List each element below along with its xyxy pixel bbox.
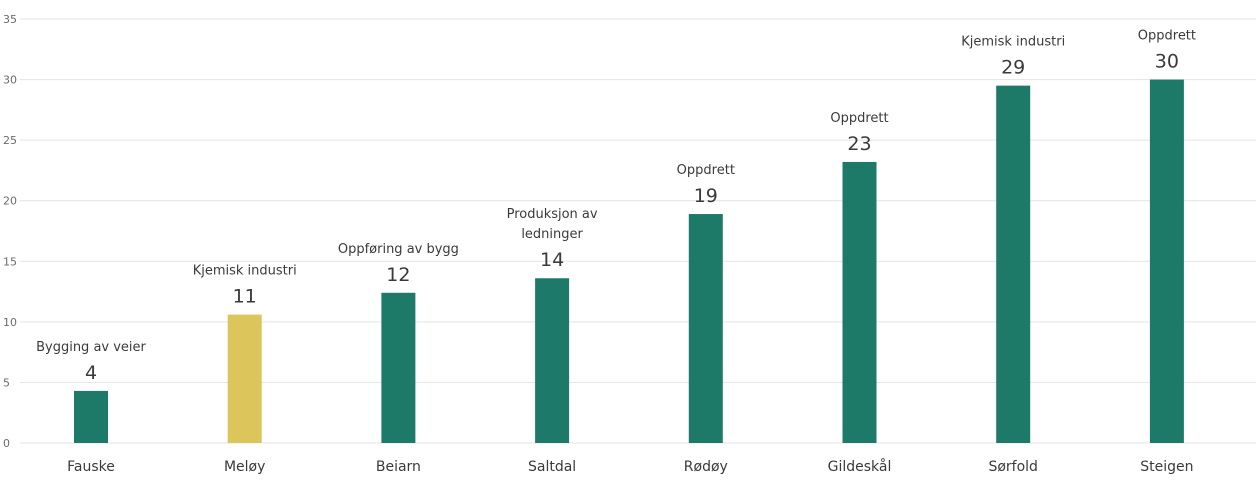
y-tick-label: 30 <box>3 74 17 87</box>
x-axis-ticks: Fauske Meløy Beiarn Saltdal Rødøy Gildeskål Sø… <box>67 458 1193 475</box>
category-label: Rødøy <box>684 459 728 475</box>
annotation-label: Kjemisk industri <box>961 35 1065 50</box>
bars <box>74 79 1184 444</box>
y-tick-label: 25 <box>3 134 17 147</box>
value-label: 14 <box>540 249 564 271</box>
value-label: 11 <box>233 286 257 308</box>
annotation-label: ledninger <box>521 227 583 242</box>
y-tick-label: 20 <box>3 195 17 208</box>
bar <box>688 214 723 443</box>
y-tick-label: 15 <box>3 255 17 268</box>
category-label: Sørfold <box>988 459 1037 475</box>
value-label: 23 <box>847 133 871 155</box>
annotation-label: Oppføring av bygg <box>338 242 459 257</box>
bar <box>227 314 262 443</box>
bar <box>535 278 570 443</box>
annotation-label: Kjemisk industri <box>193 264 297 279</box>
annotation-label: Oppdrett <box>1138 29 1196 44</box>
y-tick-label: 10 <box>3 316 17 329</box>
bar <box>381 292 416 443</box>
category-label: Meløy <box>224 459 265 475</box>
value-label: 19 <box>694 185 718 207</box>
category-label: Saltdal <box>528 459 576 475</box>
bar <box>996 85 1031 443</box>
annotation-label: Produksjon av <box>507 207 598 222</box>
value-label: 29 <box>1001 57 1025 79</box>
value-label: 4 <box>85 362 97 384</box>
bar-labels: 4 Bygging av veier 11 Kjemisk industri 12 Opp… <box>36 29 1196 384</box>
bar <box>74 390 108 443</box>
annotation-label: Oppdrett <box>830 111 888 126</box>
annotation-label: Bygging av veier <box>36 340 146 355</box>
bar <box>842 161 877 443</box>
category-label: Steigen <box>1140 459 1193 475</box>
gridlines <box>20 18 1256 444</box>
bar <box>1149 79 1184 444</box>
y-tick-label: 35 <box>3 13 17 26</box>
category-label: Fauske <box>67 459 115 475</box>
y-tick-label: 5 <box>3 376 10 389</box>
value-label: 12 <box>386 264 410 286</box>
category-label: Gildeskål <box>828 458 892 475</box>
y-tick-label: 0 <box>3 437 10 450</box>
category-label: Beiarn <box>376 459 421 475</box>
annotation-label: Oppdrett <box>677 163 735 178</box>
y-axis-ticks: 0 5 10 15 20 25 30 35 <box>3 13 17 450</box>
value-label: 30 <box>1155 51 1179 73</box>
